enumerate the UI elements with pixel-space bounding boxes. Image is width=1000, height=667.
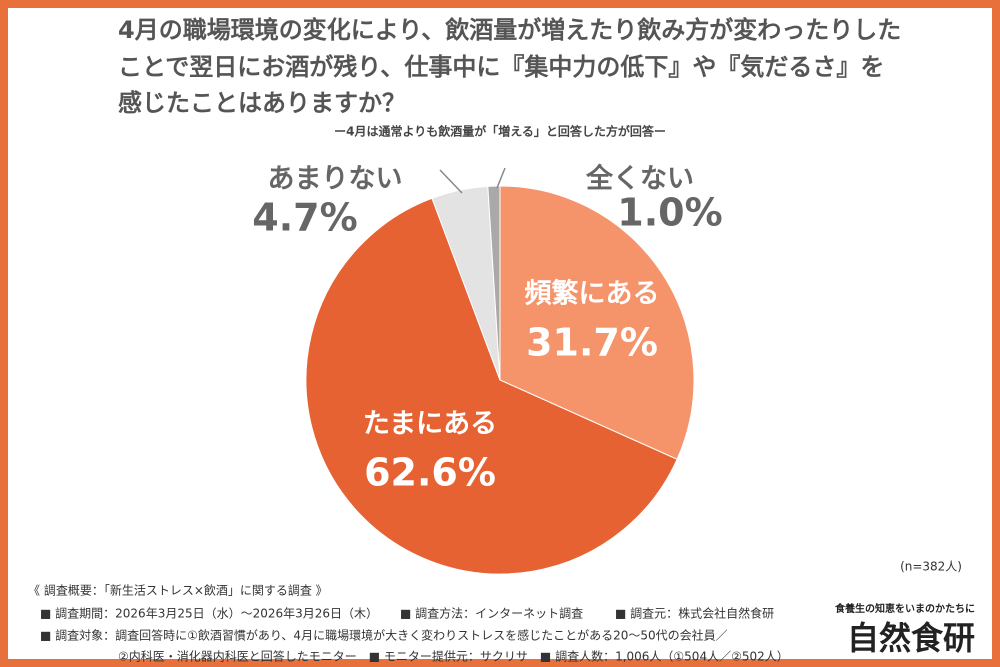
leader-line <box>439 169 463 194</box>
logo-name: 自然食研 <box>847 619 975 657</box>
pie-slice <box>305 197 678 575</box>
slice-value: 1.0% <box>617 191 722 235</box>
pie <box>305 185 695 575</box>
slice-value: 31.7% <box>526 321 658 365</box>
slice-label: あまりない <box>268 164 403 195</box>
subtitle: ー4月は通常よりも飲酒量が「増える」と回答した方が回答ー <box>334 124 666 139</box>
footer-item: ■ 調査対象：調査回答時に①飲酒習慣があり、4月に職場環境が大きく変わりストレス… <box>40 628 728 643</box>
title-line: 感じたことはありますか？ <box>118 89 406 117</box>
title-line: 4月の職場環境の変化により、飲酒量が増えたり飲み方が変わったりした <box>118 16 901 44</box>
footer-item: ②内科医・消化器内科医と回答したモニター ■ モニター提供元：サクリサ ■ 調査… <box>118 649 789 664</box>
slice-label: 全くない <box>585 163 694 195</box>
footer-item: ■ 調査方法：インターネット調査 <box>400 606 583 621</box>
pie-slice <box>487 185 501 381</box>
footer-item: ■ 調査元：株式会社自然食研 <box>615 606 774 621</box>
title-line: ことで翌日にお酒が残り、仕事中に『集中力の低下』や『気だるさ』を <box>118 53 884 81</box>
slice-value: 4.7% <box>252 196 357 240</box>
slice-label: たまにある <box>363 409 497 440</box>
slice-value: 62.6% <box>364 451 496 495</box>
footer-heading: 《 調査概要：「新生活ストレス×飲酒」に関する調査 》 <box>28 583 328 598</box>
leader-line <box>496 167 506 189</box>
logo-tagline: 食養生の知恵をいまのかたちに <box>834 602 975 615</box>
slice-label: 頻繁にある <box>525 279 660 310</box>
footer-item: ■ 調査期間：2026年3月25日（水）～2026年3月26日（木） <box>40 607 378 621</box>
sample-note: (n=382人) <box>900 560 962 574</box>
pie-slice <box>499 185 695 460</box>
